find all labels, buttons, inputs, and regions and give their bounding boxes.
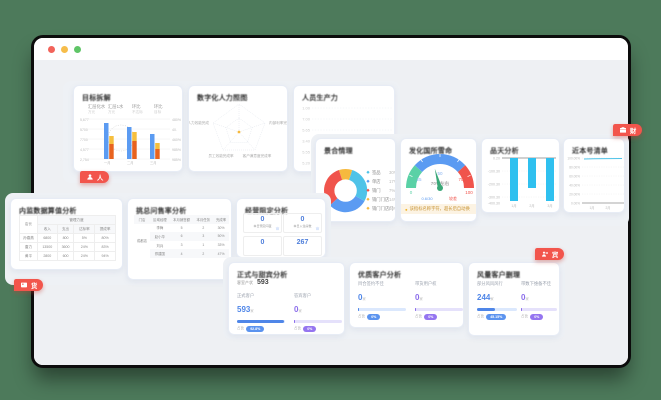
svg-text:1月: 1月: [590, 206, 595, 210]
svg-text:-400.30: -400.30: [488, 202, 500, 206]
svg-text:0: 0: [410, 190, 413, 195]
svg-text:万元: 万元: [88, 110, 96, 114]
svg-text:汇层1水: 汇层1水: [108, 103, 124, 110]
svg-text:460%: 460%: [172, 138, 181, 142]
svg-text:985%: 985%: [172, 158, 181, 162]
svg-text:内部人力效能完成: 内部人力效能完成: [189, 120, 209, 125]
svg-text:万元: 万元: [108, 110, 116, 114]
svg-text:100.00%: 100.00%: [567, 157, 580, 161]
svg-text:环比: 环比: [154, 103, 163, 110]
svg-text:二月: 二月: [127, 161, 134, 165]
svg-text:7700: 7700: [80, 138, 88, 142]
svg-text:0.6/30: 0.6/30: [421, 196, 433, 201]
svg-text:50: 50: [437, 171, 443, 176]
svg-text:40%: 40%: [389, 206, 396, 211]
svg-text:25: 25: [416, 177, 422, 182]
svg-text:签品: 签品: [372, 169, 381, 176]
svg-text:2月: 2月: [529, 204, 534, 208]
svg-text:2,754: 2,754: [80, 158, 89, 162]
svg-text:不达标: 不达标: [132, 109, 143, 114]
svg-text:5.55: 5.55: [302, 150, 311, 155]
svg-text:目标: 目标: [154, 109, 162, 114]
svg-text:7.00: 7.00: [302, 117, 311, 122]
svg-text:1.00: 1.00: [302, 106, 311, 111]
svg-text:-300.30: -300.30: [488, 196, 500, 200]
svg-text:5.20: 5.20: [302, 161, 311, 166]
svg-text:60.00%: 60.00%: [569, 175, 580, 179]
svg-text:员工效能完成率: 员工效能完成率: [208, 153, 234, 158]
svg-text:三月: 三月: [150, 161, 157, 165]
svg-text:单店: 单店: [372, 178, 381, 185]
svg-text:985%: 985%: [172, 148, 181, 152]
svg-text:100: 100: [465, 190, 473, 195]
svg-text:销门门店: 销门门店: [372, 196, 390, 203]
svg-text:1月: 1月: [511, 204, 516, 208]
svg-text:利润完成率: 利润完成率: [230, 96, 248, 101]
svg-text:3月: 3月: [547, 204, 552, 208]
svg-text:480%: 480%: [172, 118, 181, 122]
svg-text:内部利率完成率: 内部利率完成率: [269, 120, 288, 125]
svg-text:3.40: 3.40: [302, 139, 311, 144]
svg-text:5.65: 5.65: [302, 128, 311, 133]
svg-text:5700: 5700: [80, 128, 88, 132]
svg-text:0.20: 0.20: [493, 157, 500, 161]
svg-text:75: 75: [458, 177, 464, 182]
svg-text:30%: 30%: [389, 170, 396, 175]
svg-text:4,577: 4,577: [80, 148, 89, 152]
svg-text:7%: 7%: [389, 188, 395, 193]
svg-text:20.00%: 20.00%: [569, 193, 580, 197]
svg-text:14%: 14%: [389, 197, 396, 202]
svg-text:-100.30: -100.30: [488, 170, 500, 174]
svg-text:5,677: 5,677: [80, 118, 89, 122]
svg-text:销门: 销门: [372, 187, 381, 194]
svg-text:较差: 较差: [449, 195, 457, 201]
svg-text:80.00%: 80.00%: [569, 166, 580, 170]
svg-text:0.00%: 0.00%: [571, 202, 580, 206]
svg-text:40.: 40.: [172, 128, 177, 132]
svg-text:17%: 17%: [389, 179, 396, 184]
svg-text:2月: 2月: [606, 206, 611, 210]
svg-text:汇层化水: 汇层化水: [88, 103, 106, 110]
svg-text:-200.30: -200.30: [488, 183, 500, 187]
svg-text:客户满意度完成率: 客户满意度完成率: [243, 153, 272, 158]
svg-text:40.00%: 40.00%: [569, 184, 580, 188]
svg-text:环比: 环比: [132, 103, 141, 110]
svg-text:一月: 一月: [104, 161, 111, 165]
